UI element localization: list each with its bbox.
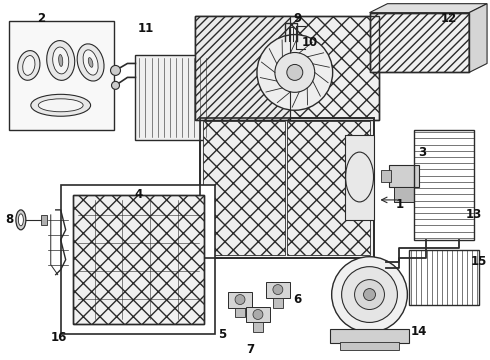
Ellipse shape [53, 47, 69, 74]
Text: 7: 7 [246, 343, 254, 356]
Circle shape [342, 267, 397, 323]
Circle shape [287, 64, 303, 80]
Bar [73, 195, 204, 324]
Bar [394, 187, 415, 202]
Bar [340, 342, 399, 350]
Bar [200, 118, 374, 258]
Circle shape [235, 294, 245, 305]
Text: 12: 12 [441, 12, 457, 25]
Ellipse shape [83, 50, 98, 75]
Bar [415, 130, 474, 240]
Bar [9, 21, 114, 130]
Bar [135, 55, 210, 140]
Circle shape [257, 35, 333, 110]
Text: 14: 14 [411, 325, 427, 338]
Polygon shape [469, 4, 487, 72]
Bar [266, 282, 290, 298]
Circle shape [253, 310, 263, 319]
Text: 15: 15 [471, 255, 487, 268]
Bar [195, 15, 379, 120]
Ellipse shape [47, 41, 74, 80]
Polygon shape [369, 4, 487, 13]
Ellipse shape [59, 54, 63, 66]
Circle shape [112, 81, 120, 89]
Bar [195, 15, 290, 120]
Ellipse shape [19, 214, 24, 226]
Ellipse shape [23, 55, 35, 75]
Bar [369, 13, 469, 72]
Bar [61, 185, 215, 334]
Bar [235, 307, 245, 318]
Circle shape [111, 66, 121, 75]
Text: 6: 6 [294, 293, 302, 306]
Text: 2: 2 [37, 12, 45, 25]
Bar [203, 121, 285, 255]
Bar [253, 323, 263, 332]
Circle shape [273, 285, 283, 294]
Bar [369, 13, 469, 72]
Bar [228, 292, 252, 307]
Bar [330, 329, 409, 343]
Bar [390, 165, 419, 187]
Text: 8: 8 [5, 213, 13, 226]
Circle shape [364, 289, 375, 301]
Ellipse shape [31, 94, 91, 116]
Bar [409, 250, 479, 305]
Circle shape [332, 257, 407, 332]
Ellipse shape [18, 51, 40, 80]
Text: 3: 3 [418, 145, 426, 159]
Text: 13: 13 [466, 208, 482, 221]
Text: 1: 1 [395, 198, 403, 211]
Ellipse shape [38, 99, 83, 112]
Ellipse shape [88, 58, 93, 67]
Bar [273, 298, 283, 307]
Circle shape [355, 280, 385, 310]
Ellipse shape [77, 44, 104, 81]
Bar [195, 15, 379, 120]
Bar [246, 306, 270, 323]
Bar [41, 215, 47, 225]
Bar [195, 15, 290, 120]
Text: 10: 10 [302, 36, 318, 49]
Text: 9: 9 [294, 12, 302, 25]
Ellipse shape [16, 210, 26, 230]
Text: 11: 11 [137, 22, 153, 35]
Bar [287, 121, 369, 255]
Bar [200, 118, 374, 258]
Text: 4: 4 [134, 188, 143, 202]
Bar [73, 195, 204, 324]
Text: 5: 5 [218, 328, 226, 341]
Text: 16: 16 [50, 331, 67, 344]
Bar [344, 135, 374, 220]
Bar [382, 170, 392, 182]
Circle shape [275, 53, 315, 92]
